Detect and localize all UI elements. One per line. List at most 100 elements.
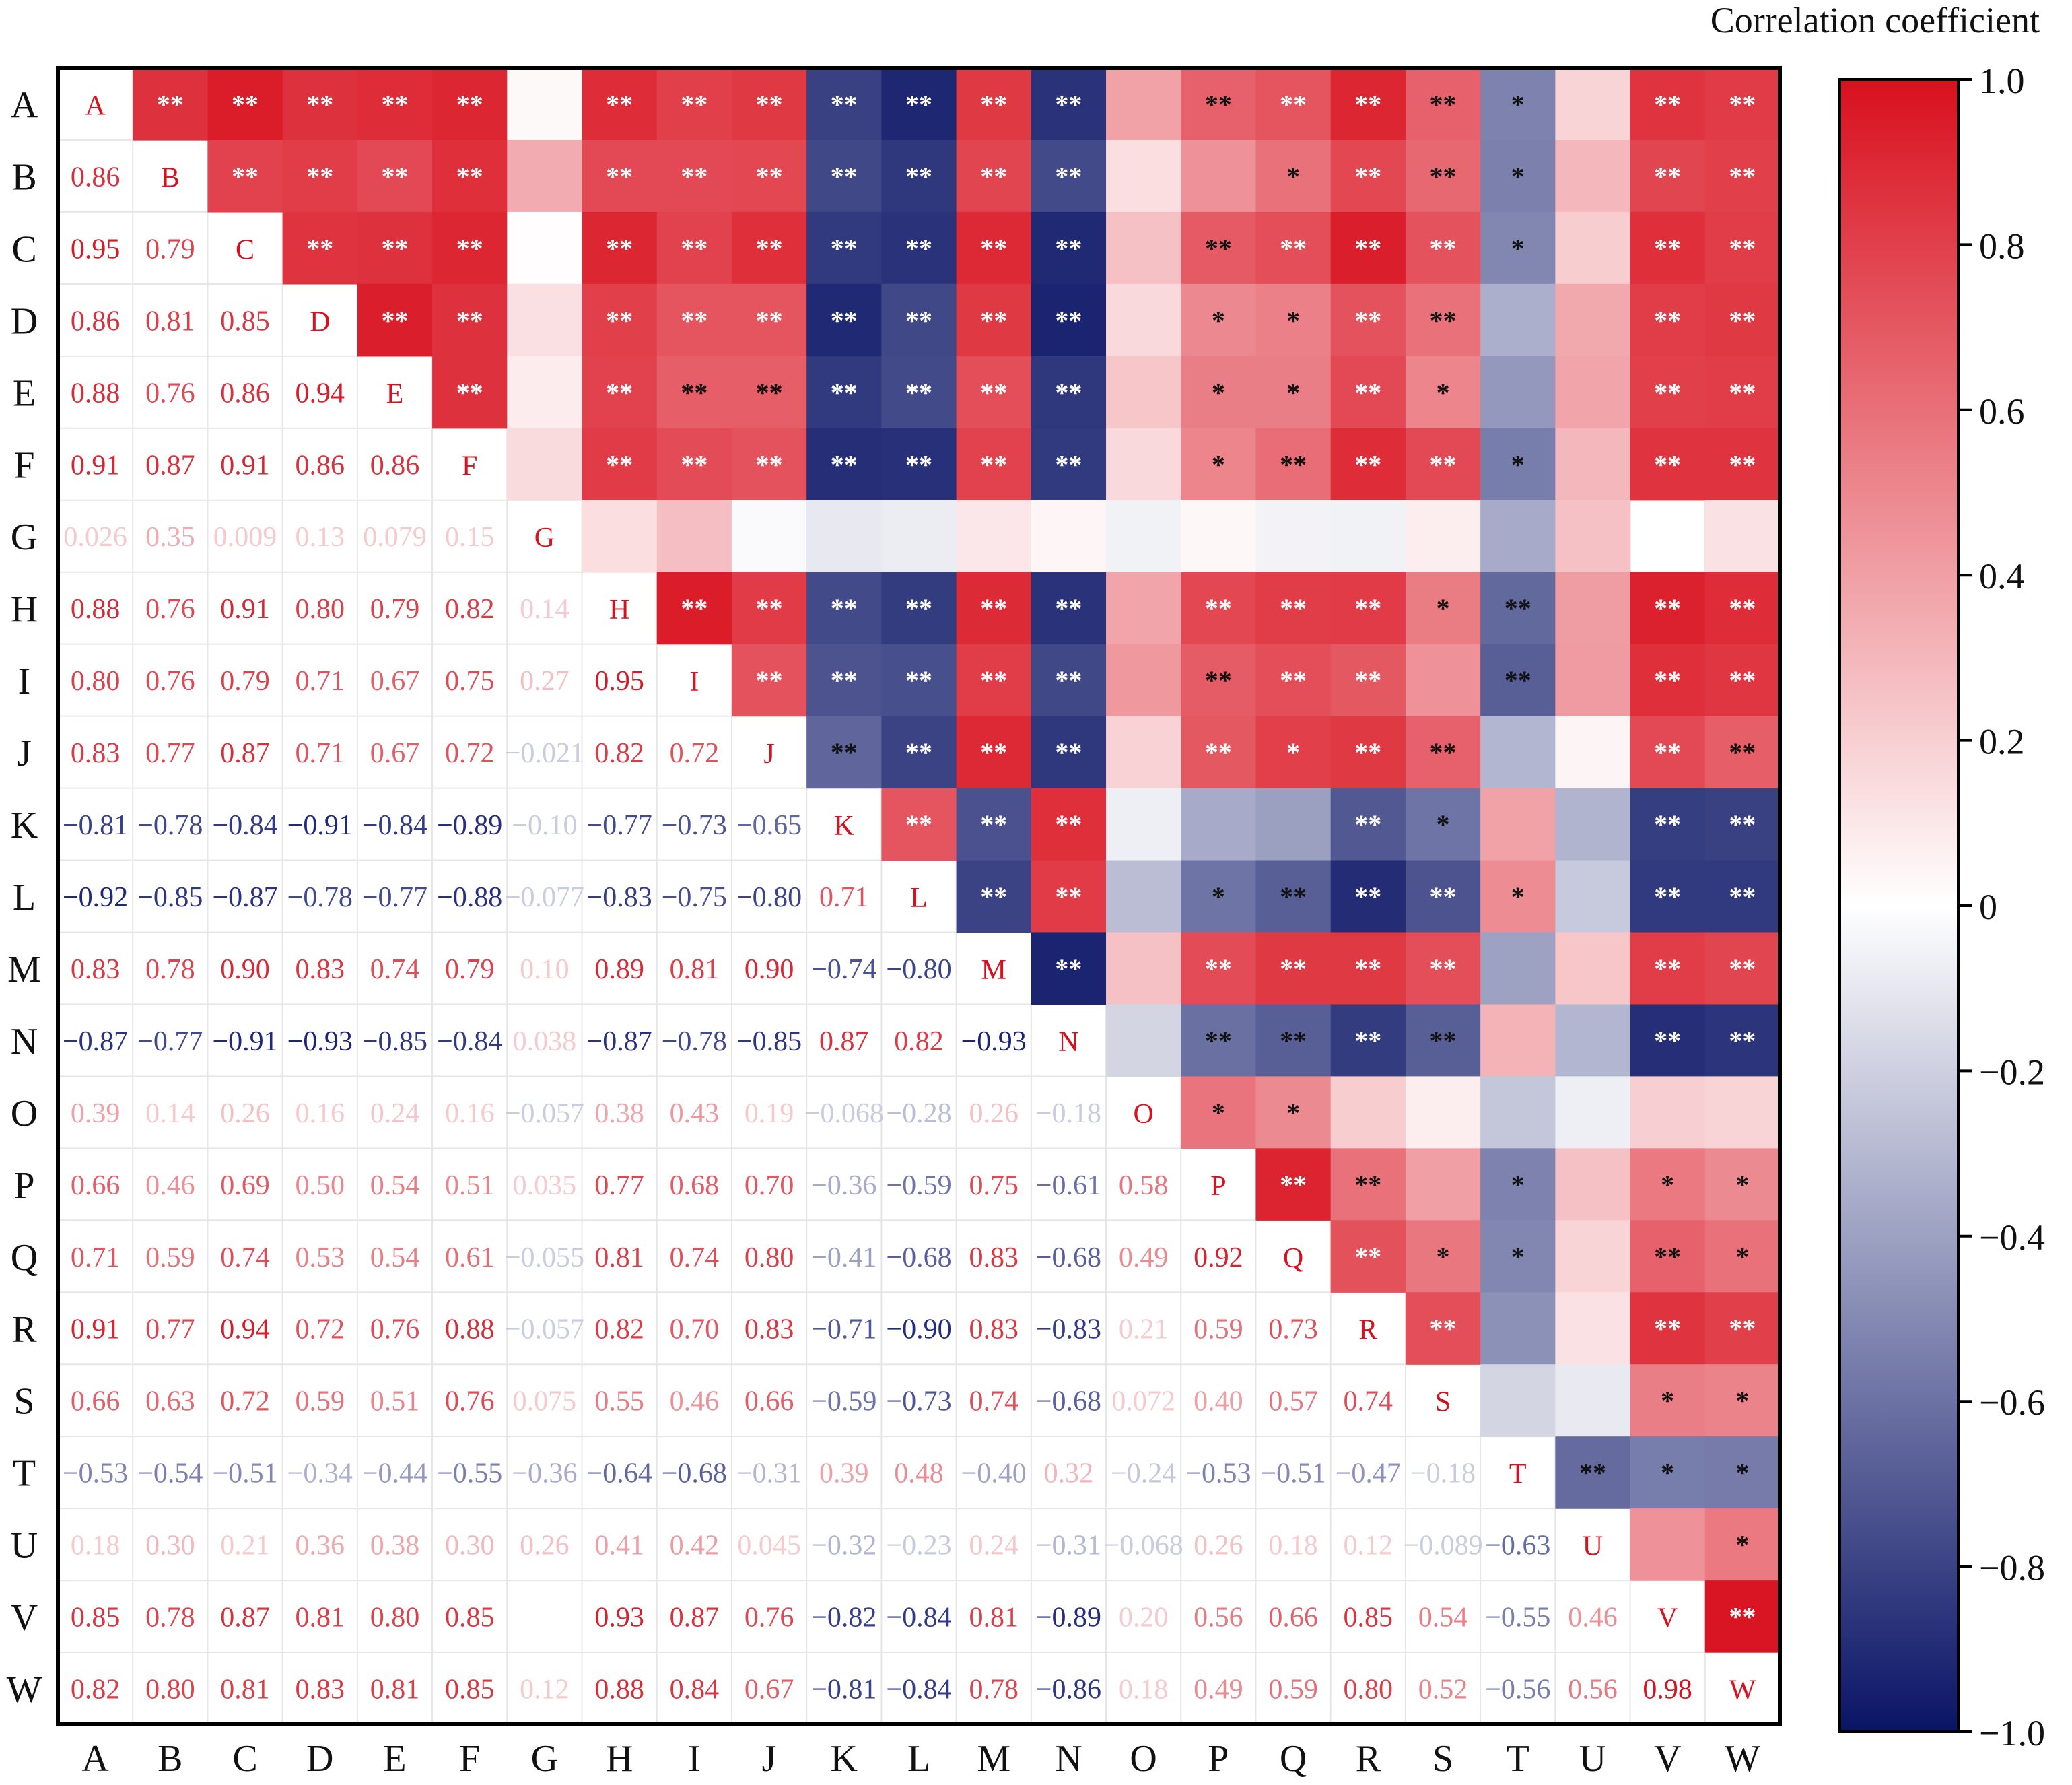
- heatmap-cell-B-V: [1630, 139, 1706, 213]
- heatmap-cell-E-U: [1555, 356, 1631, 429]
- heatmap-cell-K-U: [1555, 788, 1631, 861]
- significance-mark-E-W: **: [1729, 377, 1756, 407]
- significance-mark-J-V: **: [1654, 737, 1681, 768]
- coefficient-value-D-B: 0.81: [145, 306, 195, 337]
- heatmap-cell-L-Q: [1255, 860, 1332, 933]
- heatmap-cell-J-V: [1630, 716, 1706, 789]
- significance-mark-F-R: **: [1354, 449, 1381, 479]
- coefficient-value-U-O: −0.068: [1104, 1530, 1183, 1561]
- coefficient-value-V-R: 0.85: [1344, 1603, 1393, 1634]
- significance-mark-A-E: **: [381, 89, 408, 119]
- diagonal-label-C: C: [236, 234, 254, 265]
- significance-mark-H-K: **: [831, 593, 858, 624]
- heatmap-cell-F-S: [1405, 428, 1481, 501]
- heatmap-cell-I-P: [1181, 644, 1257, 717]
- coefficient-value-H-F: 0.82: [445, 594, 495, 625]
- heatmap-cell-L-W: [1704, 860, 1781, 933]
- significance-mark-O-P: *: [1212, 1098, 1225, 1128]
- heatmap-cell-F-R: [1330, 428, 1406, 501]
- significance-mark-Q-W: *: [1735, 1242, 1749, 1272]
- heatmap-cell-P-S: [1405, 1148, 1481, 1221]
- coefficient-value-I-A: 0.80: [71, 666, 120, 697]
- coefficient-value-U-F: 0.30: [445, 1530, 495, 1561]
- heatmap-cell-F-J: [731, 428, 807, 501]
- heatmap-cell-L-M: [956, 860, 1032, 933]
- significance-mark-E-K: **: [831, 377, 858, 407]
- heatmap-cell-J-W: [1704, 716, 1781, 789]
- coefficient-value-K-D: −0.91: [287, 810, 353, 841]
- heatmap-cell-D-T: [1480, 283, 1556, 357]
- significance-mark-A-H: **: [606, 89, 633, 119]
- coefficient-value-I-G: 0.27: [520, 666, 569, 697]
- coefficient-value-O-J: 0.19: [745, 1098, 794, 1129]
- significance-mark-E-L: **: [905, 377, 932, 407]
- heatmap-cell-B-M: [956, 139, 1032, 213]
- coefficient-value-R-A: 0.91: [71, 1314, 120, 1345]
- significance-mark-I-L: **: [905, 665, 932, 696]
- diagonal-label-O: O: [1133, 1099, 1153, 1130]
- coefficient-value-U-E: 0.38: [370, 1530, 420, 1561]
- coefficient-value-O-E: 0.24: [370, 1098, 420, 1129]
- coefficient-value-J-C: 0.87: [220, 738, 270, 769]
- significance-mark-A-Q: **: [1280, 89, 1307, 119]
- coefficient-value-P-K: −0.36: [811, 1170, 876, 1201]
- significance-mark-J-Q: *: [1286, 737, 1300, 768]
- heatmap-cell-F-K: [806, 428, 882, 501]
- significance-mark-H-I: **: [681, 593, 707, 624]
- coefficient-value-T-B: −0.54: [137, 1458, 203, 1489]
- coefficient-value-K-A: −0.81: [63, 810, 128, 841]
- significance-mark-F-S: **: [1430, 449, 1457, 479]
- heatmap-cell-R-W: [1704, 1292, 1781, 1365]
- significance-mark-L-P: *: [1212, 881, 1225, 912]
- coefficient-value-U-I: 0.42: [670, 1530, 720, 1561]
- coefficient-value-M-A: 0.83: [71, 954, 120, 985]
- coefficient-value-V-A: 0.85: [71, 1603, 120, 1634]
- heatmap-cell-E-V: [1630, 356, 1706, 429]
- diagonal-label-F: F: [462, 450, 477, 481]
- heatmap-cell-C-F: [432, 211, 508, 285]
- x-tick-label-B: B: [158, 1738, 182, 1780]
- y-tick-label-I: I: [18, 661, 31, 702]
- heatmap-cell-U-V: [1630, 1508, 1706, 1581]
- coefficient-value-W-D: 0.83: [296, 1675, 345, 1706]
- x-tick-label-I: I: [688, 1738, 701, 1780]
- significance-mark-C-V: **: [1654, 233, 1681, 263]
- significance-mark-A-S: **: [1430, 89, 1457, 119]
- x-tick-label-E: E: [383, 1738, 406, 1780]
- coefficient-value-R-M: 0.83: [969, 1314, 1018, 1345]
- heatmap-cell-E-P: [1181, 356, 1257, 429]
- coefficient-value-T-I: −0.68: [662, 1458, 727, 1489]
- x-tick-label-S: S: [1432, 1738, 1453, 1780]
- heatmap-cell-H-U: [1555, 572, 1631, 645]
- coefficient-value-P-J: 0.70: [745, 1170, 794, 1201]
- coefficient-value-T-P: −0.53: [1185, 1458, 1251, 1489]
- heatmap-cell-B-S: [1405, 139, 1481, 213]
- significance-mark-I-M: **: [980, 665, 1007, 696]
- significance-mark-H-S: *: [1437, 593, 1450, 624]
- significance-mark-B-S: **: [1430, 161, 1457, 191]
- significance-mark-F-P: *: [1212, 449, 1225, 479]
- heatmap-cell-P-V: [1630, 1148, 1706, 1221]
- heatmap-cell-B-I: [656, 139, 732, 213]
- heatmap-cell-S-T: [1480, 1364, 1556, 1437]
- coefficient-value-Q-A: 0.71: [71, 1242, 120, 1273]
- diagonal-label-G: G: [534, 523, 555, 553]
- significance-mark-D-K: **: [831, 305, 858, 335]
- heatmap-cell-C-T: [1480, 211, 1556, 285]
- coefficient-value-H-A: 0.88: [71, 594, 120, 625]
- coefficient-value-K-H: −0.77: [587, 810, 652, 841]
- heatmap-cell-E-H: [582, 356, 658, 429]
- significance-mark-L-Q: **: [1280, 881, 1307, 912]
- coefficient-value-R-O: 0.21: [1119, 1314, 1169, 1345]
- heatmap-cell-G-I: [656, 500, 732, 573]
- significance-mark-B-T: *: [1511, 161, 1525, 191]
- heatmap-cell-P-Q: [1255, 1148, 1332, 1221]
- heatmap-cell-F-W: [1704, 428, 1781, 501]
- heatmap-cell-A-L: [881, 68, 957, 141]
- heatmap-cell-A-J: [731, 68, 807, 141]
- heatmap-cell-H-V: [1630, 572, 1706, 645]
- coefficient-value-G-C: 0.009: [213, 522, 277, 553]
- significance-mark-H-N: **: [1055, 593, 1082, 624]
